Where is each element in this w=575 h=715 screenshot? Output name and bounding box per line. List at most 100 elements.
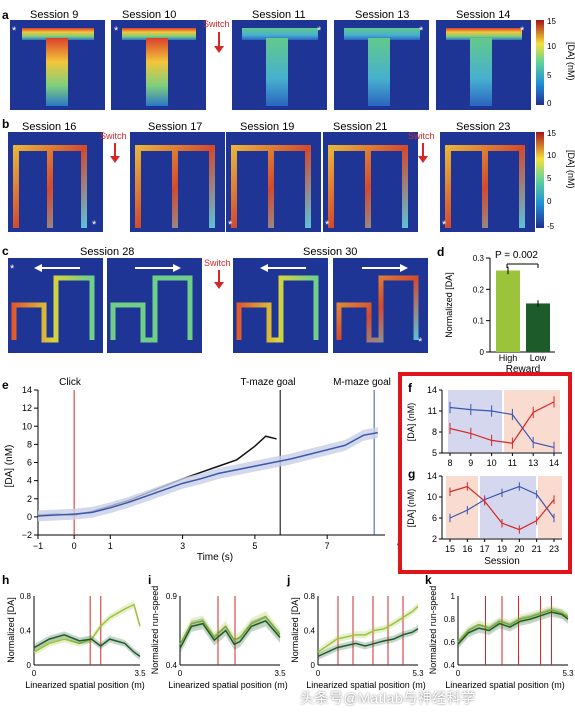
session-title: Session 14 — [456, 9, 510, 21]
goal-star-icon: * — [92, 219, 97, 231]
heatmap-session-28a: * — [8, 258, 103, 353]
heatmap-session-28b — [107, 258, 202, 353]
y-tick-label: 8 — [432, 427, 437, 437]
series-line-1 — [449, 401, 555, 444]
x-tick-label: 17 — [480, 544, 490, 554]
heatmap-session-14: * — [436, 20, 531, 110]
x-tick-label: 5 — [252, 541, 257, 551]
session-title: Session 16 — [22, 121, 76, 133]
sem-band — [34, 631, 140, 660]
bar-low — [526, 303, 550, 352]
switch-label: Switch — [203, 19, 230, 29]
panel-letter: e — [2, 378, 9, 392]
y-tick-label: 2 — [432, 534, 437, 544]
y-tick-label: 8 — [27, 439, 32, 449]
x-axis-label: Time (s) — [197, 552, 233, 563]
session-title: Session 11 — [252, 9, 306, 21]
switch-label: Switch — [204, 258, 231, 268]
heatmap-session-17 — [130, 132, 225, 232]
x-tick-label: 0 — [456, 669, 461, 678]
y-tick-label: 5 — [432, 448, 437, 458]
x-tick-label: 23 — [549, 544, 559, 554]
series-line-0 — [33, 603, 141, 653]
y-axis-label: [DA] (nM) — [406, 403, 416, 442]
sem-band — [458, 607, 568, 649]
y-tick-label: 14 — [427, 471, 437, 481]
sem-band — [318, 625, 418, 660]
panel-letter: a — [2, 8, 9, 22]
series-line-1 — [33, 634, 141, 657]
shaded-period — [538, 476, 562, 538]
y-tick-label: 0.4 — [444, 661, 456, 670]
goal-star-icon: * — [418, 336, 423, 348]
heatmap-session-16: * — [8, 132, 103, 232]
panel-letter: i — [148, 573, 151, 587]
session-title: Session 23 — [456, 121, 510, 133]
session-title: Session 21 — [333, 121, 387, 133]
y-tick-label: 0.3 — [473, 254, 485, 263]
x-axis-label: Session — [484, 556, 520, 567]
direction-arrow-right-icon — [135, 264, 181, 272]
session-title: Session 9 — [30, 9, 78, 21]
y-axis-label: [DA] (nM) — [406, 489, 416, 528]
x-tick-label: 3.5 — [274, 669, 286, 678]
x-tick-label: 5.3 — [562, 669, 574, 678]
x-tick-label: 0 — [178, 669, 183, 678]
y-tick-label: 0 — [27, 512, 32, 522]
colorbar-tick: 0 — [547, 99, 552, 108]
series-line-1 — [457, 611, 569, 645]
goal-star-icon: * — [317, 25, 322, 37]
series-line-0 — [449, 406, 555, 448]
panel-j: j 0 0.4 0.8 0 5.3 Normalized [DA] Linearized… — [286, 573, 426, 690]
y-tick-label: 0.9 — [166, 592, 178, 601]
x-axis-label: Reward — [506, 364, 540, 375]
panel-a: a * * * * * — [2, 8, 575, 110]
bar-high — [496, 270, 520, 352]
y-tick-label: 0.8 — [304, 592, 316, 601]
panel-k: k 0.4 0.6 0.8 1 0 5.3 Normalized run-speed Li… — [425, 573, 574, 690]
heatmap-session-23: * — [440, 132, 535, 232]
goal-star-icon: * — [12, 25, 17, 37]
x-tick-label: 21 — [532, 544, 542, 554]
series-line-0 — [179, 615, 281, 645]
x-tick-label: 8 — [447, 458, 452, 468]
y-tick-label: 0.4 — [20, 627, 32, 636]
highlight-box — [398, 372, 572, 574]
panel-letter: j — [286, 573, 290, 587]
y-tick-label: 6 — [27, 458, 32, 468]
heatmap-session-13: * — [334, 20, 429, 110]
session-title: Session 28 — [80, 246, 134, 258]
colorbar-a: 15 10 5 0 [DA] (nM) — [536, 17, 575, 108]
y-tick-label: 0.6 — [444, 638, 456, 647]
y-tick-label: 14 — [427, 385, 437, 395]
x-tick-label: 10 — [487, 458, 497, 468]
y-tick-label: 0.2 — [473, 285, 485, 294]
colorbar-tick: 5 — [547, 71, 552, 80]
bar-label: High — [499, 353, 518, 363]
y-tick-label: 14 — [22, 385, 32, 395]
x-tick-label: 0 — [32, 669, 37, 678]
y-tick-label: 2 — [27, 494, 32, 504]
panel-letter: b — [2, 117, 9, 131]
x-tick-label: 9 — [468, 458, 473, 468]
y-axis-label: Normalized [DA] — [6, 597, 16, 663]
x-tick-label: 3.5 — [134, 669, 146, 678]
x-tick-label: 14 — [549, 458, 559, 468]
colorbar-tick: 5 — [547, 174, 552, 183]
y-tick-label: 12 — [22, 403, 32, 413]
series-line-0 — [317, 605, 419, 653]
y-tick-label: 11 — [428, 406, 437, 416]
session-title: Session 13 — [355, 9, 409, 21]
y-tick-label: 0.1 — [473, 317, 485, 326]
colorbar-tick: 0 — [547, 197, 552, 206]
watermark: 头条号@Matlab与神经科学 — [300, 690, 476, 706]
colorbar-tick: -5 — [547, 222, 555, 231]
series-line-1 — [179, 619, 281, 649]
colorbar-label: [DA] (nM) — [566, 42, 575, 81]
panel-c: c * — [2, 244, 428, 353]
shaded-period — [480, 476, 536, 538]
y-tick-label: 0.8 — [20, 592, 32, 601]
x-tick-label: 7 — [325, 541, 330, 551]
panel-d: d 0 0.1 0.2 0.3 P = 0.002 Normalized [DA] H… — [437, 245, 555, 375]
